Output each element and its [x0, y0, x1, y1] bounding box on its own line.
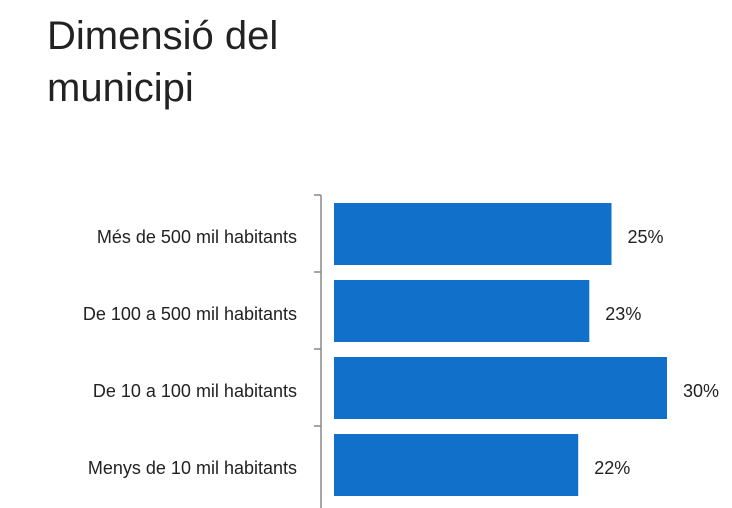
bar [334, 280, 590, 342]
category-label: Menys de 10 mil habitants [88, 458, 297, 478]
value-label: 30% [683, 381, 719, 401]
bar [334, 203, 612, 265]
value-label: 22% [594, 458, 630, 478]
bar [334, 357, 667, 419]
category-label: Més de 500 mil habitants [97, 227, 297, 247]
chart-title: Dimensió del municipi [47, 14, 279, 110]
bar [334, 434, 579, 496]
value-label: 23% [605, 304, 641, 324]
category-label: De 10 a 100 mil habitants [93, 381, 297, 401]
value-label: 25% [628, 227, 664, 247]
category-label: De 100 a 500 mil habitants [83, 304, 297, 324]
